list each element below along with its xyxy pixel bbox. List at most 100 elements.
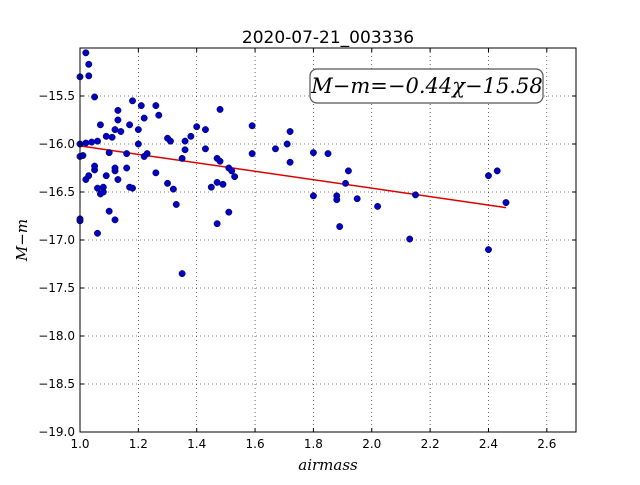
data-point <box>207 183 215 191</box>
data-point <box>333 196 341 204</box>
data-point <box>272 145 279 153</box>
data-point <box>155 111 163 119</box>
data-point <box>216 105 224 113</box>
data-point <box>102 132 110 140</box>
data-point <box>129 97 136 105</box>
data-point <box>286 128 294 135</box>
x-tick-label: 2.4 <box>479 437 498 451</box>
data-points <box>76 49 510 278</box>
data-point <box>134 126 142 134</box>
data-point <box>374 202 382 210</box>
data-point <box>111 216 119 224</box>
data-point <box>105 149 113 157</box>
data-point <box>82 139 90 147</box>
data-point <box>181 137 189 145</box>
x-tick-label: 1.6 <box>246 437 265 451</box>
data-point <box>412 191 419 199</box>
data-point <box>342 179 349 187</box>
data-point <box>248 150 256 158</box>
data-point <box>248 122 256 130</box>
data-point <box>202 126 209 134</box>
data-point <box>137 102 145 110</box>
x-tick-label: 2.2 <box>421 437 440 451</box>
data-point <box>94 229 101 237</box>
data-point <box>164 179 171 187</box>
data-point <box>152 102 160 110</box>
data-point <box>111 126 119 134</box>
data-point <box>406 235 414 243</box>
data-point <box>202 145 209 153</box>
data-point <box>126 121 134 129</box>
y-tick-label: −17.5 <box>38 281 75 295</box>
data-point <box>172 201 180 208</box>
data-point <box>91 93 99 101</box>
data-point <box>105 207 113 215</box>
data-point <box>336 223 344 231</box>
data-point <box>129 184 136 192</box>
data-point <box>82 49 90 57</box>
data-point <box>108 133 116 141</box>
data-point <box>213 178 221 186</box>
data-point <box>344 167 352 175</box>
y-tick-label: −19.0 <box>38 425 75 439</box>
data-point <box>140 114 148 122</box>
data-point <box>353 195 361 203</box>
data-point <box>485 172 492 180</box>
y-tick-label: −16.0 <box>38 137 75 151</box>
data-point <box>99 188 107 196</box>
data-point <box>219 180 227 188</box>
data-point <box>493 167 501 175</box>
data-point <box>114 176 122 183</box>
data-point <box>82 176 90 183</box>
data-point <box>187 132 195 140</box>
x-tick-label: 1.4 <box>187 437 206 451</box>
data-point <box>114 106 122 114</box>
x-tick-label: 2.0 <box>362 437 381 451</box>
data-point <box>231 173 239 181</box>
data-point <box>225 208 233 216</box>
data-point <box>143 150 151 158</box>
data-point <box>123 150 131 158</box>
data-point <box>485 246 492 254</box>
data-point <box>181 146 189 154</box>
y-tick-label: −18.0 <box>38 329 75 343</box>
fit-equation-annotation: M−m=−0.44χ−15.58 <box>310 74 542 98</box>
data-point <box>283 140 291 148</box>
data-point <box>91 162 99 170</box>
data-point <box>178 270 186 278</box>
chart-title: 2020-07-21_003336 <box>242 28 414 48</box>
data-point <box>85 60 93 68</box>
axis-ticks: 1.0 1.2 1.4 1.6 1.8 2.0 2.2 2.4 2.6 −15.5 −16.0 −16… <box>38 48 576 451</box>
data-point <box>94 184 101 192</box>
data-point <box>502 199 510 207</box>
y-tick-label: −18.5 <box>38 377 75 391</box>
data-point <box>178 154 186 162</box>
data-point <box>324 150 332 158</box>
data-point <box>309 149 317 157</box>
data-point <box>85 72 93 80</box>
data-point <box>111 164 119 172</box>
x-tick-label: 1.8 <box>304 437 323 451</box>
annotation-box <box>309 68 544 104</box>
data-point <box>96 121 104 129</box>
data-point <box>102 172 110 180</box>
y-axis-label: M−m <box>13 219 31 262</box>
data-point <box>193 123 201 131</box>
data-point <box>114 116 122 124</box>
data-point <box>117 128 125 135</box>
data-point <box>88 138 96 146</box>
x-tick-label: 1.0 <box>70 437 89 451</box>
y-tick-label: −17.0 <box>38 233 75 247</box>
fit-line <box>79 145 507 209</box>
data-point <box>166 137 174 145</box>
data-point <box>228 167 236 175</box>
data-point <box>152 169 160 177</box>
data-point <box>123 164 131 172</box>
data-point <box>134 140 142 148</box>
data-point <box>309 192 317 200</box>
data-point <box>213 220 221 228</box>
y-tick-label: −15.5 <box>38 89 75 103</box>
fit-line-group <box>79 145 507 209</box>
